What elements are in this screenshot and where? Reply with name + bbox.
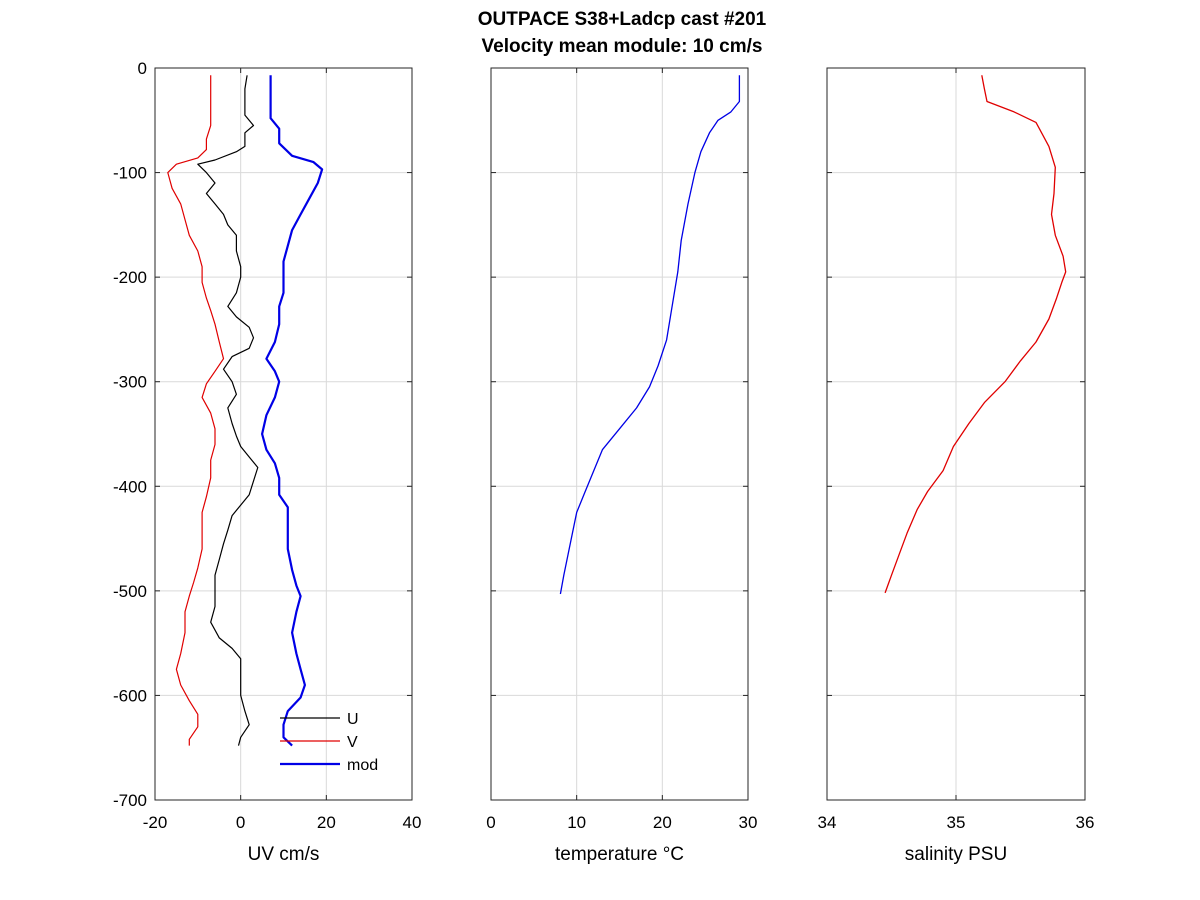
uv-y-tick-label: -300 xyxy=(113,373,147,392)
uv-y-tick-label: -400 xyxy=(113,477,147,496)
sal-x-tick-label: 36 xyxy=(1076,813,1095,832)
temp-axes-box xyxy=(490,67,749,801)
legend-label-u: U xyxy=(347,711,359,728)
uv-y-tick-label: -700 xyxy=(113,791,147,810)
uv-x-tick-label: 0 xyxy=(236,813,245,832)
uv-x-tick-label: 40 xyxy=(403,813,422,832)
sal-x-axis-label: salinity PSU xyxy=(905,844,1007,865)
legend-label-mod: mod xyxy=(347,757,378,774)
uv-y-tick-label: 0 xyxy=(138,59,147,78)
uv-x-tick-label: 20 xyxy=(317,813,336,832)
figure-title-line2: Velocity mean module: 10 cm/s xyxy=(482,36,763,57)
figure-title-line1: OUTPACE S38+Ladcp cast #201 xyxy=(478,9,767,30)
uv-axes-box xyxy=(154,67,413,801)
uv-y-tick-label: -200 xyxy=(113,268,147,287)
uv-y-tick-label: -100 xyxy=(113,164,147,183)
uv-y-tick-label: -600 xyxy=(113,686,147,705)
uv-plot-area xyxy=(155,68,412,800)
sal-x-tick-label: 35 xyxy=(947,813,966,832)
temp-x-tick-label: 20 xyxy=(653,813,672,832)
uv-series-v xyxy=(167,75,225,746)
uv-x-axis-label: UV cm/s xyxy=(248,844,320,865)
temp-plot-area xyxy=(491,68,748,800)
temp-x-tick-label: 10 xyxy=(567,813,586,832)
uv-series-mod xyxy=(261,75,324,747)
temp-x-axis-label: temperature °C xyxy=(555,844,684,865)
uv-velocity-panel: -20 0 20 400-100-200-300-400-500-600-700UV … xyxy=(113,59,421,865)
temp-series-line xyxy=(559,75,741,595)
temp-x-tick-label: 30 xyxy=(739,813,758,832)
uv-series-u xyxy=(197,75,259,746)
uv-y-tick-label: -500 xyxy=(113,582,147,601)
temperature-panel: 0 10 20 30 temperature °C xyxy=(486,67,758,865)
sal-series-line xyxy=(884,75,1067,594)
uv-x-tick-label: -20 xyxy=(143,813,168,832)
legend-label-v: V xyxy=(347,734,358,751)
temp-x-tick-label: 0 xyxy=(486,813,495,832)
sal-x-tick-label: 34 xyxy=(818,813,837,832)
salinity-panel: 34 35 36 salinity PSU xyxy=(818,67,1095,865)
